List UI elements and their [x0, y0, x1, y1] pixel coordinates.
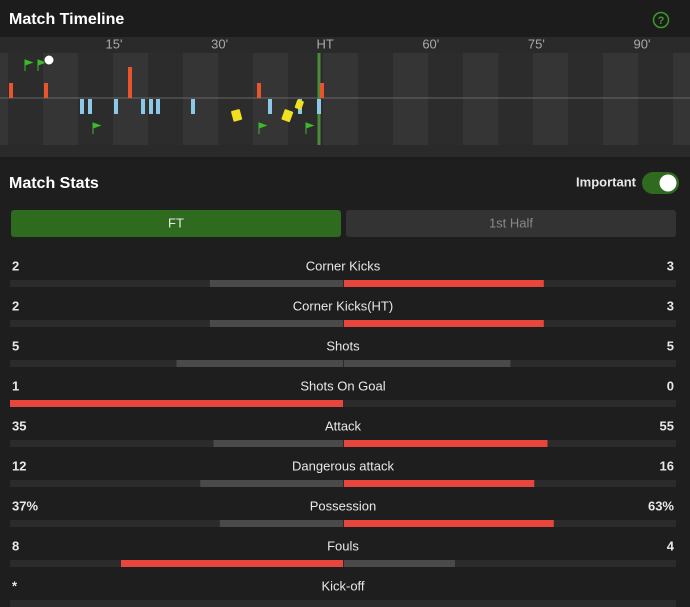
home-bar: [121, 560, 343, 567]
important-toggle[interactable]: [642, 172, 679, 194]
tab-label[interactable]: 1st Half: [489, 215, 533, 230]
home-value: *: [12, 578, 18, 593]
away-value: 3: [667, 298, 674, 313]
stat-label: Dangerous attack: [292, 458, 394, 473]
home-value: 1: [12, 378, 19, 393]
home-events: [9, 67, 324, 98]
timeline-tick: 90': [634, 36, 651, 51]
away-value: 0: [667, 378, 674, 393]
away-bar: [344, 480, 535, 487]
stats-title: Match Stats: [9, 175, 99, 192]
timeline-tick: 15': [106, 36, 123, 51]
home-bar: [219, 520, 343, 527]
away-value: 16: [660, 458, 674, 473]
away-bar: [344, 280, 544, 287]
event-icons: [24, 54, 315, 134]
stat-label: Possession: [310, 498, 376, 513]
timeline-track: [0, 53, 690, 145]
home-bar: [213, 440, 343, 447]
home-value: 2: [12, 258, 19, 273]
home-bar: [209, 320, 343, 327]
away-bar: [344, 360, 511, 367]
home-value: 5: [12, 338, 19, 353]
stat-label: Corner Kicks: [306, 258, 381, 273]
timeline-title: Match Timeline: [9, 11, 124, 28]
stat-label: Corner Kicks(HT): [293, 298, 393, 313]
svg-text:?: ?: [658, 15, 665, 27]
stat-label: Kick-off: [321, 578, 364, 593]
away-value: 4: [667, 538, 675, 553]
home-value: 2: [12, 298, 19, 313]
tab-ft[interactable]: [11, 210, 341, 237]
timeline-header: [0, 37, 690, 53]
toggle-label: Important: [576, 174, 637, 189]
home-bar: [200, 480, 343, 487]
stat-label: Shots: [326, 338, 360, 353]
away-value: 5: [667, 338, 674, 353]
stat-label: Attack: [325, 418, 362, 433]
away-bar: [344, 520, 554, 527]
away-bar: [344, 440, 548, 447]
away-value: 55: [660, 418, 674, 433]
home-value: 8: [12, 538, 19, 553]
stat-track: [10, 600, 676, 607]
tab-label[interactable]: FT: [168, 215, 184, 230]
help-icon[interactable]: ?: [652, 11, 670, 29]
home-bar: [209, 280, 343, 287]
away-value: 63%: [648, 498, 674, 513]
home-value: 35: [12, 418, 26, 433]
timeline-tick: 75': [528, 36, 545, 51]
tab-first-half[interactable]: [346, 210, 676, 237]
timeline-tick: HT: [317, 36, 334, 51]
timeline-footer: [0, 145, 690, 157]
timeline-tick: 30': [211, 36, 228, 51]
timeline-tick: 60': [422, 36, 439, 51]
stat-label: Fouls: [327, 538, 359, 553]
away-bar: [344, 560, 455, 567]
away-bar: [344, 320, 544, 327]
home-value: 37%: [12, 498, 38, 513]
home-bar: [176, 360, 343, 367]
home-value: 12: [12, 458, 26, 473]
home-bar: [10, 400, 343, 407]
stat-label: Shots On Goal: [300, 378, 385, 393]
away-value: 3: [667, 258, 674, 273]
